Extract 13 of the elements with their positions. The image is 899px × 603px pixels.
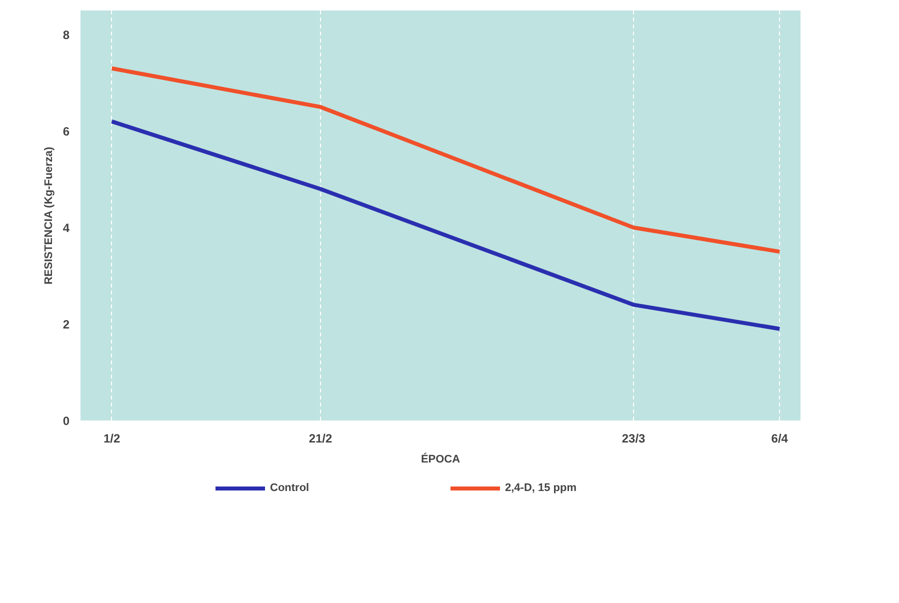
y-tick-label: 4 — [62, 221, 70, 236]
y-tick-label: 8 — [62, 28, 70, 42]
y-axis-title: RESISTENCIA (Kg-Fuerza) — [42, 146, 55, 285]
x-tick-label: 1/2 — [103, 432, 120, 446]
legend-label: Control — [270, 482, 310, 494]
x-axis-title: ÉPOCA — [420, 452, 460, 466]
x-tick-label: 23/3 — [622, 432, 646, 446]
legend-label: 2,4-D, 15 ppm — [505, 482, 578, 494]
y-tick-label: 0 — [62, 414, 70, 428]
y-tick-label: 2 — [62, 318, 70, 332]
x-tick-label: 6/4 — [771, 432, 788, 446]
x-tick-label: 21/2 — [308, 432, 333, 446]
y-tick-label: 6 — [62, 124, 70, 139]
